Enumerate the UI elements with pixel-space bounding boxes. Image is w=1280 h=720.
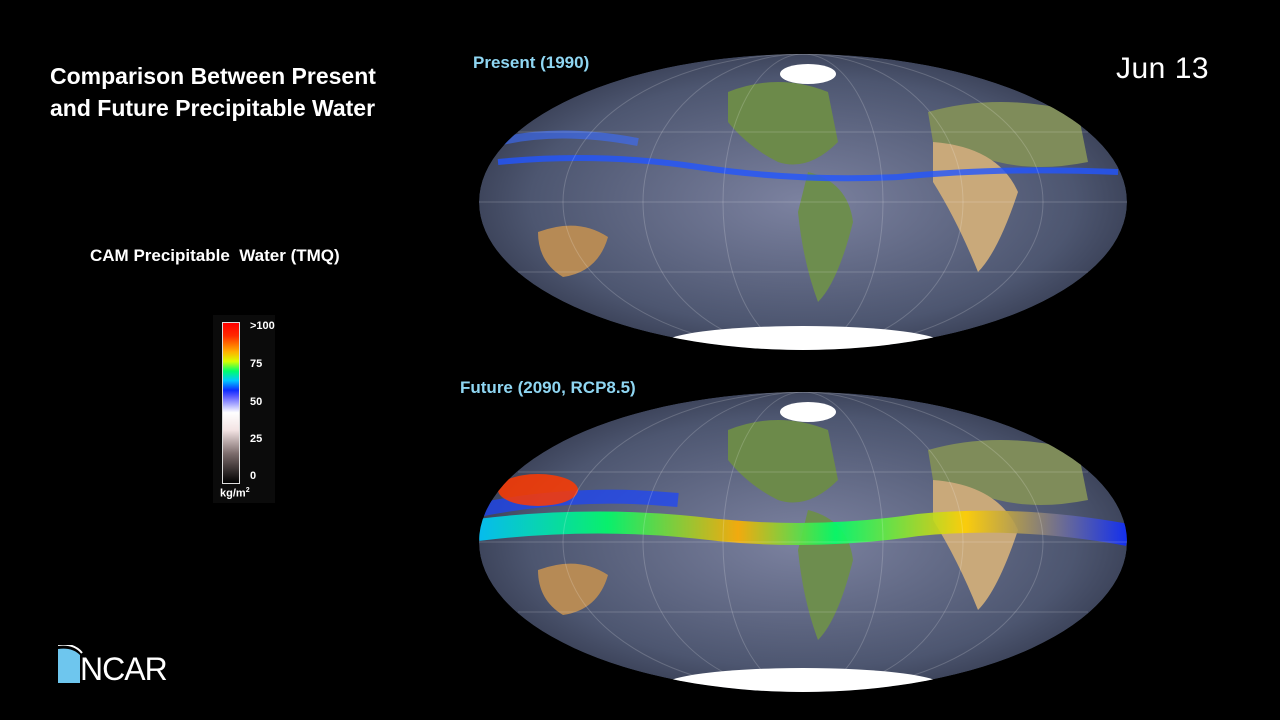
graticule	[479, 54, 1127, 350]
future-panel-label: Future (2090, RCP8.5)	[460, 378, 636, 397]
colorbar-tick-0: 0	[250, 470, 257, 482]
antarctica-ice	[663, 668, 943, 692]
colorbar-tick-25: 25	[250, 433, 263, 445]
title-line-1: Comparison Between Present	[50, 63, 376, 89]
present-panel-label: Present (1990)	[473, 53, 590, 72]
pacific-moisture	[479, 489, 679, 517]
tropical-moisture-band	[497, 155, 1119, 182]
greenland-ice	[780, 64, 836, 84]
page-title: Comparison Between Present and Future Pr…	[50, 60, 376, 124]
present-map	[479, 54, 1127, 350]
antarctica-ice	[663, 326, 943, 350]
ncar-logo-text: NCAR	[80, 651, 168, 687]
south-america-land	[798, 172, 853, 302]
colorbar-tick-75: 75	[250, 358, 263, 370]
date-label: Jun 13	[1116, 52, 1210, 85]
north-america-land	[728, 82, 838, 165]
greenland-ice	[780, 402, 836, 422]
colorbar-unit: kg/m2	[220, 487, 250, 500]
colorbar-tick-max: >100	[250, 320, 275, 332]
high-moisture-region	[498, 474, 578, 506]
graticule	[479, 392, 1127, 692]
colorbar	[222, 322, 240, 484]
north-america-land	[728, 420, 838, 503]
ncar-logo-icon	[58, 645, 83, 683]
pacific-moisture	[497, 130, 639, 146]
title-line-2: and Future Precipitable Water	[50, 95, 376, 121]
australia-land	[538, 563, 608, 615]
legend-title: CAM Precipitable Water (TMQ)	[90, 246, 340, 265]
colorbar-tick-50: 50	[250, 396, 263, 408]
future-map	[479, 392, 1127, 692]
australia-land	[538, 225, 608, 277]
tropical-moisture-band	[479, 510, 1127, 546]
